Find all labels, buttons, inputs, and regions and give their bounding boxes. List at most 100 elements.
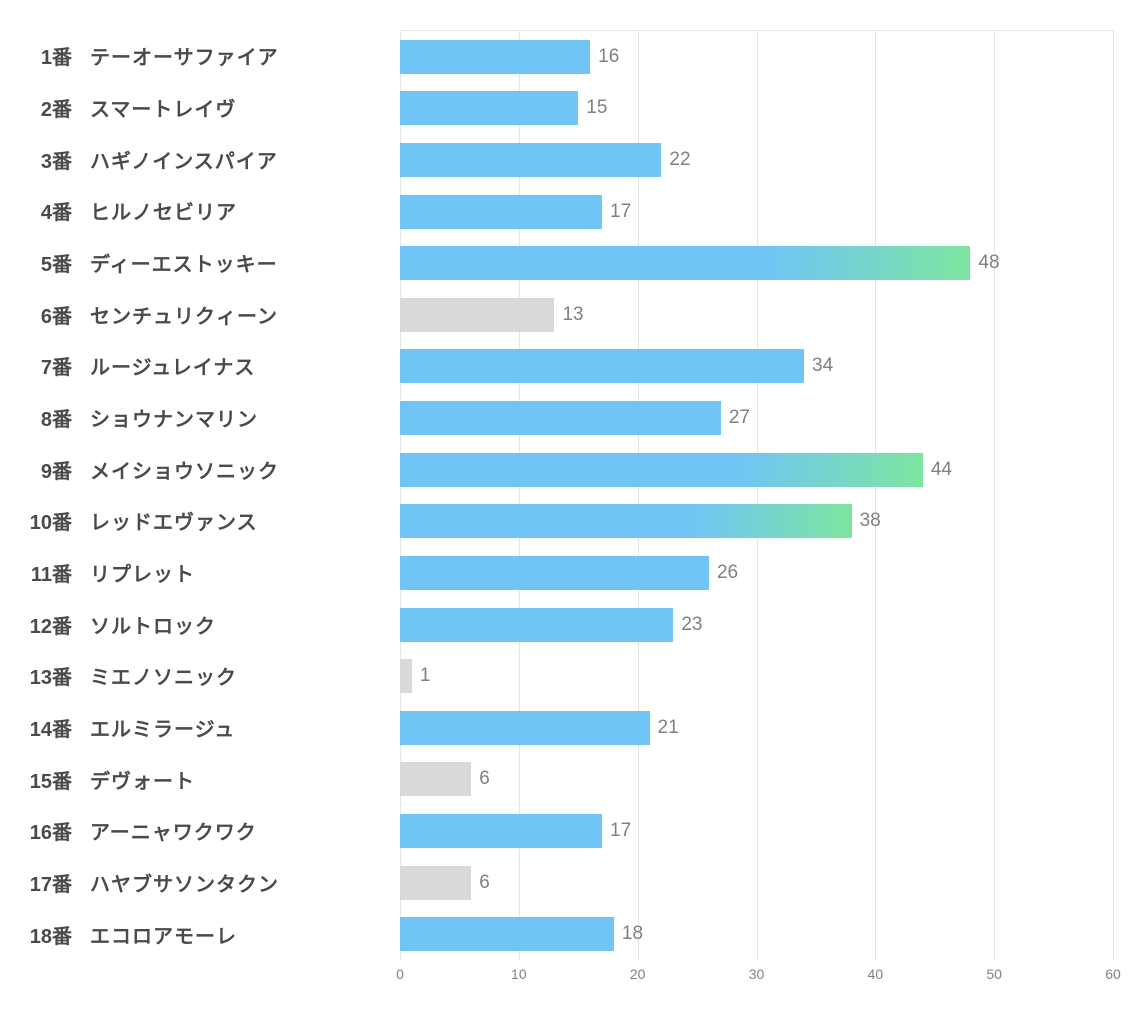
y-label-row: 1番テーオーサファイア (20, 30, 380, 82)
entry-number: 1番 (20, 41, 90, 70)
bar-value: 15 (586, 97, 607, 119)
bar-value: 17 (610, 201, 631, 223)
entry-number: 15番 (20, 765, 90, 794)
entry-number: 14番 (20, 713, 90, 742)
bar-row: 13 (400, 289, 1113, 341)
y-label-row: 11番リプレット (20, 547, 380, 599)
entry-name: デヴォート (90, 765, 380, 794)
entry-name: ショウナンマリン (90, 403, 380, 432)
bar-value: 23 (681, 614, 702, 636)
entry-number: 9番 (20, 455, 90, 484)
entry-number: 4番 (20, 196, 90, 225)
entry-number: 6番 (20, 300, 90, 329)
bar-row: 38 (400, 495, 1113, 547)
bar (400, 349, 804, 383)
bar-value: 38 (860, 510, 881, 532)
x-tick: 0 (396, 966, 404, 982)
entry-name: ソルトロック (90, 610, 380, 639)
entry-name: ミエノソニック (90, 661, 380, 690)
bars-container: 16 15 22 17 48 13 34 27 44 38 26 23 1 21 6 17 6 18 (400, 31, 1113, 960)
bar (400, 608, 673, 642)
bar (400, 556, 709, 590)
y-label-row: 13番ミエノソニック (20, 650, 380, 702)
entry-name: レッドエヴァンス (90, 506, 380, 535)
entry-name: エコロアモーレ (90, 920, 380, 949)
bar (400, 195, 602, 229)
y-label-row: 12番ソルトロック (20, 598, 380, 650)
entry-name: ハヤブサソンタクン (90, 868, 380, 897)
x-tick: 60 (1105, 966, 1121, 982)
bar (400, 659, 412, 693)
entry-number: 5番 (20, 248, 90, 277)
bar (400, 246, 970, 280)
entry-number: 2番 (20, 93, 90, 122)
x-axis: 0102030405060 (400, 966, 1113, 986)
entry-name: ルージュレイナス (90, 351, 380, 380)
bar-row: 21 (400, 702, 1113, 754)
bar (400, 762, 471, 796)
entry-name: スマートレイヴ (90, 93, 380, 122)
y-label-row: 9番メイショウソニック (20, 443, 380, 495)
entry-name: センチュリクィーン (90, 300, 380, 329)
bar-value: 34 (812, 355, 833, 377)
bar-value: 1 (420, 665, 431, 687)
y-axis-labels: 1番テーオーサファイア2番スマートレイヴ3番ハギノインスパイア4番ヒルノセビリア… (20, 30, 400, 960)
bar (400, 91, 578, 125)
bar (400, 298, 554, 332)
bar-row: 16 (400, 31, 1113, 83)
y-label-row: 4番ヒルノセビリア (20, 185, 380, 237)
y-label-row: 17番ハヤブサソンタクン (20, 857, 380, 909)
entry-number: 17番 (20, 868, 90, 897)
entry-number: 11番 (20, 558, 90, 587)
entry-number: 16番 (20, 816, 90, 845)
y-label-row: 18番エコロアモーレ (20, 908, 380, 960)
bar-row: 17 (400, 186, 1113, 238)
bar-value: 44 (931, 459, 952, 481)
y-label-row: 16番アーニャワクワク (20, 805, 380, 857)
bar-value: 22 (669, 149, 690, 171)
entry-number: 12番 (20, 610, 90, 639)
y-label-row: 3番ハギノインスパイア (20, 133, 380, 185)
bar-value: 17 (610, 820, 631, 842)
bar (400, 143, 661, 177)
bar (400, 504, 852, 538)
x-tick: 30 (749, 966, 765, 982)
bar-row: 23 (400, 599, 1113, 651)
bar-value: 18 (622, 923, 643, 945)
bar-row: 26 (400, 547, 1113, 599)
bar (400, 814, 602, 848)
bar-row: 1 (400, 650, 1113, 702)
y-label-row: 10番レッドエヴァンス (20, 495, 380, 547)
bar (400, 917, 614, 951)
entry-name: メイショウソニック (90, 455, 380, 484)
y-label-row: 5番ディーエストッキー (20, 237, 380, 289)
entry-number: 10番 (20, 506, 90, 535)
x-tick: 40 (868, 966, 884, 982)
plot-area: 161522174813342744382623121617618 010203… (400, 30, 1114, 960)
bar (400, 40, 590, 74)
entry-number: 3番 (20, 145, 90, 174)
entry-name: リプレット (90, 558, 380, 587)
bar-row: 6 (400, 857, 1113, 909)
x-tick: 20 (630, 966, 646, 982)
entry-name: テーオーサファイア (90, 41, 380, 70)
horizontal-bar-chart: 1番テーオーサファイア2番スマートレイヴ3番ハギノインスパイア4番ヒルノセビリア… (20, 30, 1114, 960)
y-label-row: 7番ルージュレイナス (20, 340, 380, 392)
bar (400, 711, 650, 745)
entry-number: 7番 (20, 351, 90, 380)
bar-row: 22 (400, 134, 1113, 186)
entry-name: ハギノインスパイア (90, 145, 380, 174)
y-label-row: 2番スマートレイヴ (20, 82, 380, 134)
y-label-row: 14番エルミラージュ (20, 702, 380, 754)
bar-value: 48 (978, 252, 999, 274)
bar-row: 27 (400, 392, 1113, 444)
entry-name: ディーエストッキー (90, 248, 380, 277)
bar-row: 6 (400, 754, 1113, 806)
bar-value: 27 (729, 407, 750, 429)
bar-value: 26 (717, 562, 738, 584)
entry-name: アーニャワクワク (90, 816, 380, 845)
entry-number: 18番 (20, 920, 90, 949)
bar (400, 866, 471, 900)
bar-value: 21 (658, 717, 679, 739)
bar-row: 34 (400, 341, 1113, 393)
